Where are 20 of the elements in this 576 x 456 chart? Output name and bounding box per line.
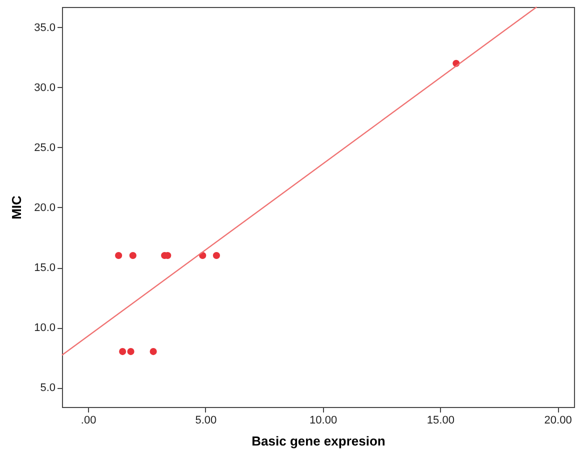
y-tick-label: 15.0 xyxy=(34,262,56,274)
x-tick-label: .00 xyxy=(80,414,96,426)
x-tick-label: 15.00 xyxy=(426,414,454,426)
x-tick-label: 5.00 xyxy=(195,414,217,426)
y-tick-label: 30.0 xyxy=(34,82,56,94)
point xyxy=(127,348,134,356)
point xyxy=(115,252,122,260)
x-axis-title: Basic gene expresion xyxy=(252,434,386,448)
y-tick-label: 20.0 xyxy=(34,202,56,214)
y-tick-label: 35.0 xyxy=(34,22,56,34)
y-axis-title: MIC xyxy=(9,194,24,220)
x-tick-label: 20.00 xyxy=(544,414,572,426)
point xyxy=(212,252,220,260)
y-tick-label: 5.0 xyxy=(40,382,56,394)
point xyxy=(119,348,126,356)
point xyxy=(129,252,136,260)
point xyxy=(150,348,157,356)
y-tick-label: 25.0 xyxy=(34,142,56,154)
x-tick-label: 10.00 xyxy=(310,414,338,426)
y-tick-label: 10.0 xyxy=(34,322,56,334)
